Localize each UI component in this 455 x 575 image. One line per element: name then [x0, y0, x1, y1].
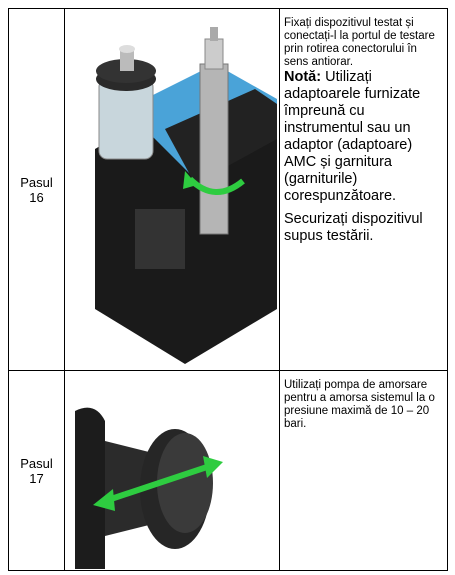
step-cell: Pasul 16: [8, 8, 65, 371]
step-cell: Pasul 17: [8, 370, 65, 571]
image-cell: [64, 8, 280, 371]
steps-table: Pasul 16 Fixați dispozitivul testat și: [8, 8, 448, 571]
step-row: Pasul 16 Fixați dispozitivul testat și: [8, 8, 448, 371]
text-cell: Fixați dispozitivul testat și conectați-…: [279, 8, 448, 371]
note: Notă: Utilizați adaptoarele furnizate îm…: [284, 69, 441, 205]
step-label: Pasul 16: [20, 174, 53, 205]
text-cell: Utilizați pompa de amorsare pentru a amo…: [279, 370, 448, 571]
step-label: Pasul 17: [20, 455, 53, 486]
instruction: Fixați dispozitivul testat și conectați-…: [284, 17, 435, 68]
note-label: Notă:: [284, 69, 322, 85]
pump-illustration: [75, 407, 223, 569]
note-text: Utilizați adaptoarele furnizate împreună…: [284, 69, 421, 204]
step-row: Pasul 17 Utilizați pompa de amorsare pen…: [8, 370, 448, 571]
instruction: Utilizați pompa de amorsare pentru a amo…: [284, 379, 435, 430]
extra-instruction: Securizați dispozitivul supus testării.: [284, 211, 423, 244]
device-illustration: [95, 27, 277, 364]
image-cell: [64, 370, 280, 571]
